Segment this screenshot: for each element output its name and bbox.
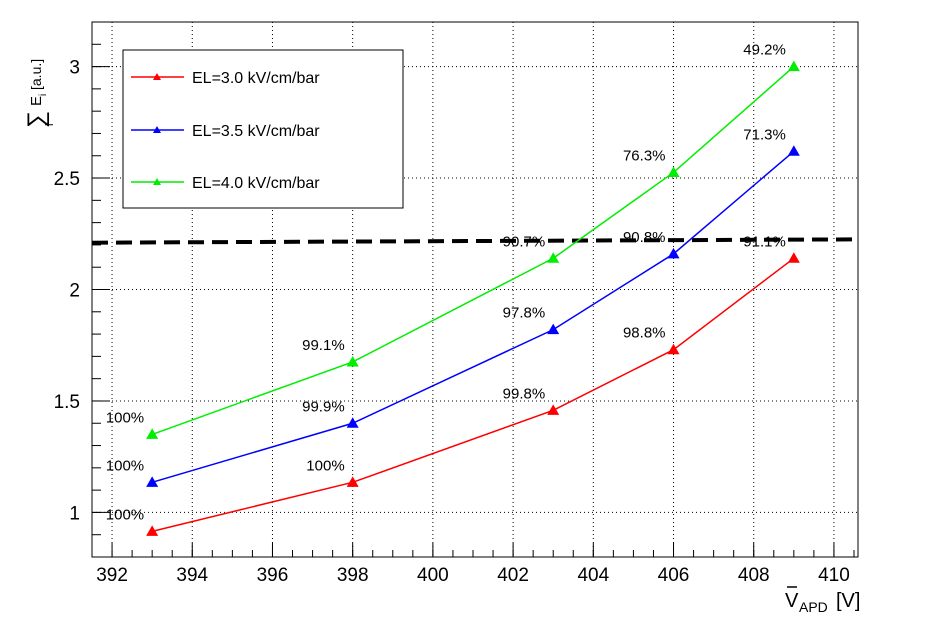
y-axis-title-main: E bbox=[28, 96, 45, 106]
x-tick-label: 404 bbox=[577, 565, 609, 586]
data-point bbox=[547, 404, 560, 415]
x-tick-label: 410 bbox=[818, 565, 850, 586]
data-label: 49.2% bbox=[743, 42, 786, 59]
legend: EL=3.0 kV/cm/bar EL=3.5 kV/cm/bar EL=4.0 k… bbox=[122, 49, 404, 209]
y-axis-title: ∑ i E i [a.u.] bbox=[23, 59, 56, 128]
data-point bbox=[547, 323, 560, 335]
x-tick-label: 396 bbox=[257, 565, 289, 586]
series-layer bbox=[146, 60, 800, 536]
legend-label: EL=3.5 kV/cm/bar bbox=[192, 123, 320, 140]
x-axis-title-unit: [V] bbox=[836, 590, 860, 612]
legend-marker bbox=[153, 126, 161, 133]
x-tick-label: 400 bbox=[417, 565, 449, 586]
data-point bbox=[146, 428, 159, 439]
data-label: 97.8% bbox=[503, 305, 546, 322]
data-label: 100% bbox=[106, 409, 144, 426]
data-point bbox=[787, 60, 800, 72]
data-point bbox=[547, 252, 560, 263]
data-labels: 100% 100% 99.8% 98.8% 91.1% 100% 99.9% 97.8% 90.… bbox=[106, 42, 786, 524]
legend-label: EL=4.0 kV/cm/bar bbox=[192, 175, 320, 192]
y-tick-label: 1 bbox=[69, 503, 80, 524]
x-tick-label: 402 bbox=[497, 565, 529, 586]
data-label: 99.8% bbox=[503, 385, 546, 402]
data-point bbox=[667, 166, 680, 177]
y-tick-label: 2.5 bbox=[54, 169, 80, 190]
data-label: 91.1% bbox=[743, 233, 786, 250]
data-point bbox=[346, 417, 359, 428]
x-axis-title-main: V bbox=[785, 590, 799, 612]
data-label: 90.8% bbox=[623, 229, 666, 246]
data-point bbox=[146, 476, 159, 487]
data-label: 71.3% bbox=[743, 126, 786, 143]
y-axis-title-symbol: ∑ bbox=[23, 111, 50, 128]
data-point bbox=[346, 355, 359, 367]
x-axis-title: V APD [V] bbox=[785, 586, 860, 615]
data-label: 99.9% bbox=[302, 398, 345, 415]
data-label: 90.7% bbox=[503, 233, 546, 250]
data-label: 99.1% bbox=[302, 337, 345, 354]
y-axis-title-symbol-sub: i bbox=[44, 124, 56, 126]
x-tick-label: 398 bbox=[337, 565, 369, 586]
data-point bbox=[787, 145, 800, 156]
data-label: 100% bbox=[306, 457, 344, 474]
data-point bbox=[146, 525, 159, 536]
x-tick-label: 392 bbox=[96, 565, 128, 586]
y-tick-label: 1.5 bbox=[54, 392, 80, 413]
y-axis-title-main-sub: i bbox=[38, 94, 49, 96]
data-point bbox=[346, 476, 359, 487]
legend-marker bbox=[153, 178, 161, 185]
y-tick-label: 3 bbox=[69, 58, 80, 79]
data-label: 100% bbox=[106, 457, 144, 474]
x-tick-label: 394 bbox=[176, 565, 208, 586]
legend-marker bbox=[153, 73, 161, 80]
legend-label: EL=3.0 kV/cm/bar bbox=[192, 70, 320, 87]
y-axis-title-unit: [a.u.] bbox=[28, 59, 44, 90]
data-point bbox=[787, 252, 800, 263]
data-label: 100% bbox=[106, 506, 144, 523]
data-label: 98.8% bbox=[623, 325, 666, 342]
x-tick-label: 408 bbox=[738, 565, 770, 586]
axes: 392 394 396 398 400 402 404 406 408 410 1 1.5 2 2.5 3 bbox=[54, 21, 855, 586]
y-tick-label: 2 bbox=[69, 281, 80, 302]
data-point bbox=[667, 343, 680, 355]
x-axis-title-sub: APD bbox=[799, 599, 828, 615]
threshold-line bbox=[91, 237, 859, 245]
data-point bbox=[667, 247, 680, 259]
x-tick-label: 406 bbox=[658, 565, 690, 586]
data-label: 76.3% bbox=[623, 147, 666, 164]
